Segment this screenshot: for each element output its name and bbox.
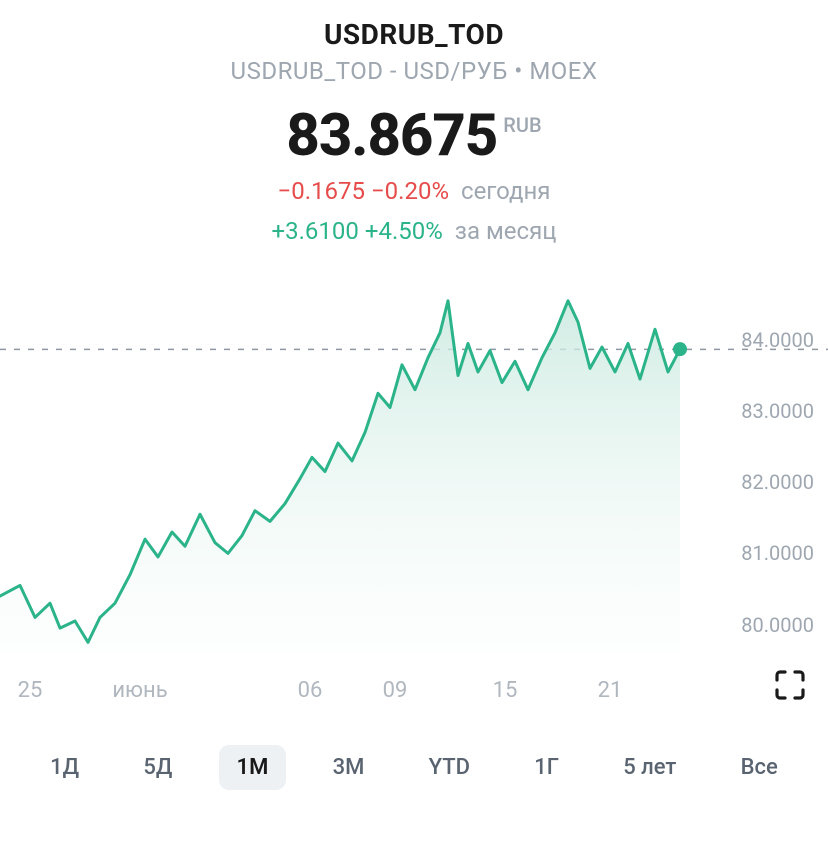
range-tab[interactable]: 5Д — [125, 745, 190, 790]
range-tab[interactable]: 1М — [219, 745, 287, 790]
x-axis-tick-label: 06 — [298, 678, 323, 703]
x-axis-tick-label: июнь — [112, 678, 167, 703]
price-currency: RUB — [503, 113, 541, 137]
range-tab[interactable]: 5 лет — [605, 745, 694, 790]
chart-area-fill — [0, 301, 680, 653]
y-axis-tick-label: 82.0000 — [741, 470, 814, 494]
x-axis-tick-label: 15 — [493, 678, 518, 703]
change-today-abs: −0.1675 — [278, 177, 366, 205]
range-selector: 1Д 5Д 1М 3М YTD 1Г 5 лет Все — [0, 745, 828, 790]
change-month-label: за месяц — [455, 217, 557, 245]
chart-end-marker — [673, 342, 687, 356]
y-axis-tick-label: 80.0000 — [741, 613, 814, 637]
price-row: 83.8675 RUB — [0, 107, 828, 165]
x-axis-tick-label: 21 — [598, 678, 623, 703]
range-tab[interactable]: YTD — [411, 745, 488, 790]
change-today-pct: −0.20% — [371, 177, 449, 205]
y-axis-tick-label: 83.0000 — [741, 399, 814, 423]
x-axis-tick-label: 25 — [18, 678, 43, 703]
range-tab[interactable]: 3М — [315, 745, 383, 790]
range-tab[interactable]: 1Г — [516, 745, 577, 790]
change-today-label: сегодня — [461, 177, 550, 205]
range-tab[interactable]: Все — [723, 745, 796, 790]
range-tab[interactable]: 1Д — [32, 745, 97, 790]
y-axis-tick-label: 84.0000 — [741, 328, 814, 352]
expand-icon — [773, 668, 807, 702]
y-axis-tick-label: 81.0000 — [741, 541, 814, 565]
price-chart[interactable]: 80.0000 81.0000 82.0000 83.0000 84.0000 25 ию… — [0, 273, 828, 703]
ticker-symbol: USDRUB_TOD — [0, 18, 828, 51]
instrument-subtitle: USDRUB_TOD - USD/РУБ • MOEX — [0, 57, 828, 85]
x-axis-tick-label: 09 — [383, 678, 408, 703]
change-month-abs: +3.6100 — [272, 217, 359, 245]
change-month-pct: +4.50% — [365, 217, 443, 245]
expand-chart-button[interactable] — [768, 663, 812, 707]
last-price: 83.8675 — [286, 107, 497, 165]
change-today: −0.1675 −0.20% сегодня — [0, 177, 828, 205]
change-month: +3.6100 +4.50% за месяц — [0, 217, 828, 245]
